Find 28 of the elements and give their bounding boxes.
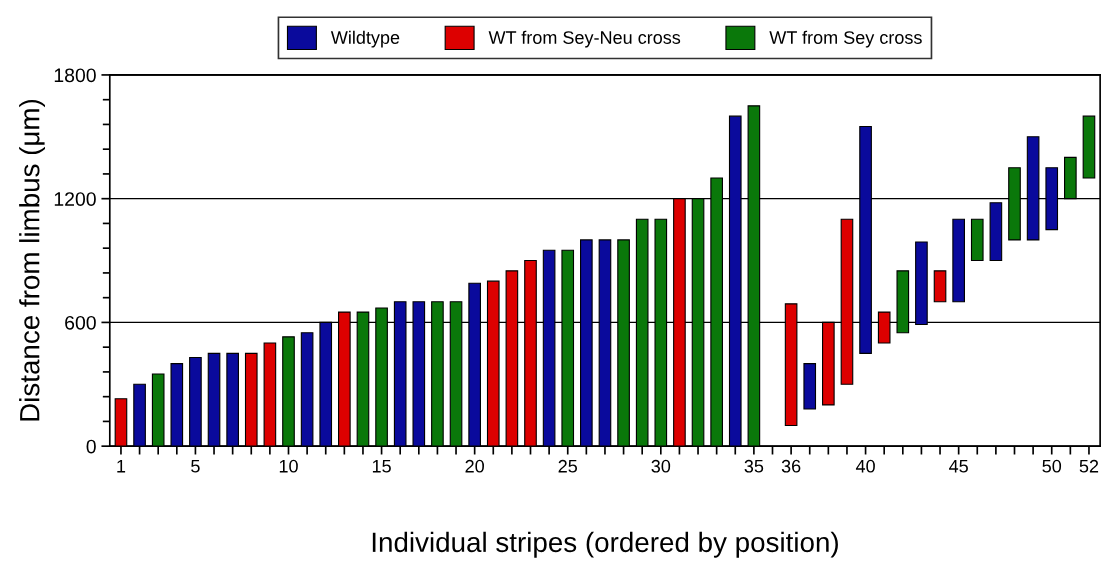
x-tick-label: 5 xyxy=(191,460,200,473)
legend-label: Wildtype xyxy=(330,30,400,48)
x-tick-label: 30 xyxy=(651,459,671,473)
x-tick-label: 10 xyxy=(279,459,298,473)
x-tick-label: 36 xyxy=(781,459,801,473)
x-tick-label: 52 xyxy=(1079,459,1099,473)
y-axis-title: Distance from limbus (μm) xyxy=(19,99,45,421)
x-tick-label: 1 xyxy=(117,460,126,473)
x-tick-label: 15 xyxy=(372,460,391,473)
x-tick-label: 20 xyxy=(465,459,484,473)
bar xyxy=(803,363,817,410)
bar xyxy=(933,270,947,303)
x-tick-label: 50 xyxy=(1042,459,1062,473)
bar xyxy=(989,202,1003,262)
x-tick-label: 25 xyxy=(558,459,578,473)
bar xyxy=(952,218,965,303)
x-tick-label: 35 xyxy=(744,459,764,473)
x-tick-label: 45 xyxy=(949,460,968,473)
y-tick-label: 1200 xyxy=(54,192,96,206)
legend-label: WT from Sey cross xyxy=(769,30,922,48)
y-tick-label: 1800 xyxy=(54,68,96,83)
bar xyxy=(970,218,984,262)
y-tick-label: 0 xyxy=(86,439,96,454)
legend-label: WT from Sey-Neu cross xyxy=(488,30,681,48)
x-axis-title: Individual stripes (ordered by position) xyxy=(372,531,838,558)
bar xyxy=(1082,115,1096,179)
y-tick-label: 600 xyxy=(65,315,96,330)
x-tick-label: 40 xyxy=(855,459,875,473)
